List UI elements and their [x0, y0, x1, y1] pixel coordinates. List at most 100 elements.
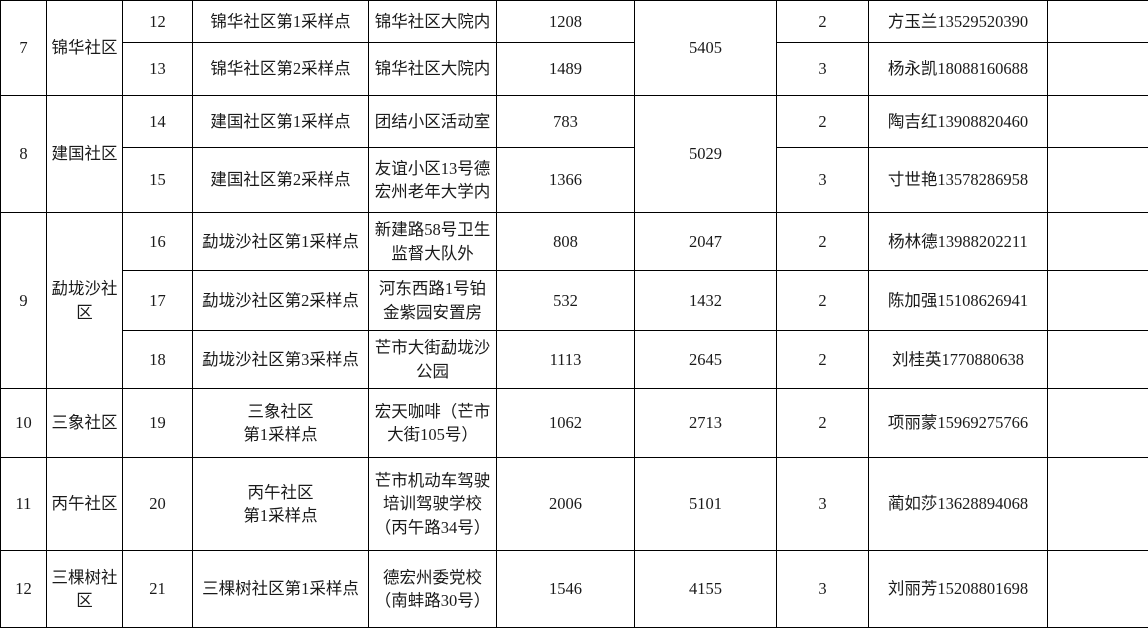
- cell-community-name: 三象社区: [47, 389, 123, 458]
- cell-population: 1366: [497, 148, 635, 213]
- cell-contact-person: 刘桂英1770880638: [869, 331, 1048, 389]
- cell-community-name: 勐垅沙社区: [47, 213, 123, 389]
- cell-total-population: 2645: [635, 331, 777, 389]
- cell-total-population: 5405: [635, 1, 777, 96]
- cell-sequence-number: 12: [1, 551, 47, 628]
- cell-contact-person: 蔺如莎13628894068: [869, 458, 1048, 551]
- cell-community-name: 锦华社区: [47, 1, 123, 96]
- cell-point-number: 17: [123, 271, 193, 331]
- cell-point-name: 三棵树社区第1采样点: [193, 551, 369, 628]
- cell-sampling-lines: 2: [777, 213, 869, 271]
- cell-community-name: 建国社区: [47, 96, 123, 213]
- cell-point-address: 德宏州委党校（南蚌路30号）: [369, 551, 497, 628]
- cell-population: 1113: [497, 331, 635, 389]
- cell-contact-person: 寸世艳13578286958: [869, 148, 1048, 213]
- cell-population: 532: [497, 271, 635, 331]
- cell-total-population: 2047: [635, 213, 777, 271]
- cell-contact-person: 方玉兰13529520390: [869, 1, 1048, 43]
- cell-total-population: 1432: [635, 271, 777, 331]
- cell-remark: [1048, 43, 1148, 96]
- cell-point-number: 18: [123, 331, 193, 389]
- cell-population: 1489: [497, 43, 635, 96]
- cell-sampling-lines: 2: [777, 1, 869, 43]
- cell-sampling-lines: 2: [777, 96, 869, 148]
- cell-sequence-number: 11: [1, 458, 47, 551]
- cell-remark: [1048, 96, 1148, 148]
- cell-point-number: 16: [123, 213, 193, 271]
- cell-total-population: 5029: [635, 96, 777, 213]
- cell-remark: [1048, 148, 1148, 213]
- cell-sequence-number: 7: [1, 1, 47, 96]
- cell-total-population: 5101: [635, 458, 777, 551]
- cell-remark: [1048, 271, 1148, 331]
- cell-contact-person: 杨永凯18088160688: [869, 43, 1048, 96]
- cell-point-name: 勐垅沙社区第1采样点: [193, 213, 369, 271]
- cell-contact-person: 陈加强15108626941: [869, 271, 1048, 331]
- cell-contact-person: 项丽蒙15969275766: [869, 389, 1048, 458]
- cell-remark: [1048, 551, 1148, 628]
- cell-sampling-lines: 3: [777, 551, 869, 628]
- cell-point-address: 河东西路1号铂金紫园安置房: [369, 271, 497, 331]
- cell-point-address: 芒市大街勐垅沙公园: [369, 331, 497, 389]
- cell-population: 1208: [497, 1, 635, 43]
- cell-remark: [1048, 1, 1148, 43]
- cell-point-number: 15: [123, 148, 193, 213]
- cell-population: 2006: [497, 458, 635, 551]
- cell-sampling-lines: 3: [777, 458, 869, 551]
- cell-point-address: 宏天咖啡（芒市大街105号）: [369, 389, 497, 458]
- cell-point-address: 新建路58号卫生监督大队外: [369, 213, 497, 271]
- cell-sequence-number: 9: [1, 213, 47, 389]
- cell-population: 808: [497, 213, 635, 271]
- cell-point-name: 勐垅沙社区第2采样点: [193, 271, 369, 331]
- cell-sampling-lines: 2: [777, 389, 869, 458]
- cell-sampling-lines: 3: [777, 148, 869, 213]
- cell-population: 783: [497, 96, 635, 148]
- cell-point-address: 锦华社区大院内: [369, 43, 497, 96]
- cell-total-population: 4155: [635, 551, 777, 628]
- cell-sequence-number: 10: [1, 389, 47, 458]
- cell-community-name: 丙午社区: [47, 458, 123, 551]
- cell-population: 1062: [497, 389, 635, 458]
- cell-point-address: 锦华社区大院内: [369, 1, 497, 43]
- cell-contact-person: 杨林德13988202211: [869, 213, 1048, 271]
- cell-point-name: 丙午社区第1采样点: [193, 458, 369, 551]
- cell-sampling-lines: 3: [777, 43, 869, 96]
- cell-remark: [1048, 458, 1148, 551]
- cell-point-number: 20: [123, 458, 193, 551]
- cell-contact-person: 刘丽芳15208801698: [869, 551, 1048, 628]
- cell-sampling-lines: 2: [777, 271, 869, 331]
- cell-community-name: 三棵树社区: [47, 551, 123, 628]
- cell-point-number: 12: [123, 1, 193, 43]
- cell-point-number: 19: [123, 389, 193, 458]
- cell-point-name: 三象社区第1采样点: [193, 389, 369, 458]
- cell-remark: [1048, 213, 1148, 271]
- cell-remark: [1048, 389, 1148, 458]
- cell-point-number: 14: [123, 96, 193, 148]
- cell-point-number: 21: [123, 551, 193, 628]
- cell-point-name: 锦华社区第1采样点: [193, 1, 369, 43]
- cell-sampling-lines: 2: [777, 331, 869, 389]
- cell-point-number: 13: [123, 43, 193, 96]
- cell-point-address: 友谊小区13号德宏州老年大学内: [369, 148, 497, 213]
- cell-point-address: 团结小区活动室: [369, 96, 497, 148]
- cell-point-name: 建国社区第1采样点: [193, 96, 369, 148]
- cell-point-name: 建国社区第2采样点: [193, 148, 369, 213]
- cell-point-address: 芒市机动车驾驶培训驾驶学校（丙午路34号）: [369, 458, 497, 551]
- cell-point-name: 锦华社区第2采样点: [193, 43, 369, 96]
- cell-total-population: 2713: [635, 389, 777, 458]
- cell-point-name: 勐垅沙社区第3采样点: [193, 331, 369, 389]
- cell-sequence-number: 8: [1, 96, 47, 213]
- cell-remark: [1048, 331, 1148, 389]
- cell-contact-person: 陶吉红13908820460: [869, 96, 1048, 148]
